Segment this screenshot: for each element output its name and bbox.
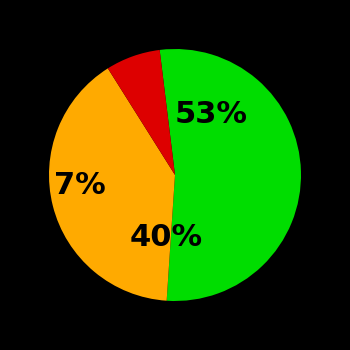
Wedge shape	[160, 49, 301, 301]
Wedge shape	[108, 50, 175, 175]
Text: 7%: 7%	[54, 170, 106, 199]
Text: 40%: 40%	[130, 224, 203, 252]
Wedge shape	[49, 68, 175, 301]
Text: 53%: 53%	[175, 100, 248, 129]
